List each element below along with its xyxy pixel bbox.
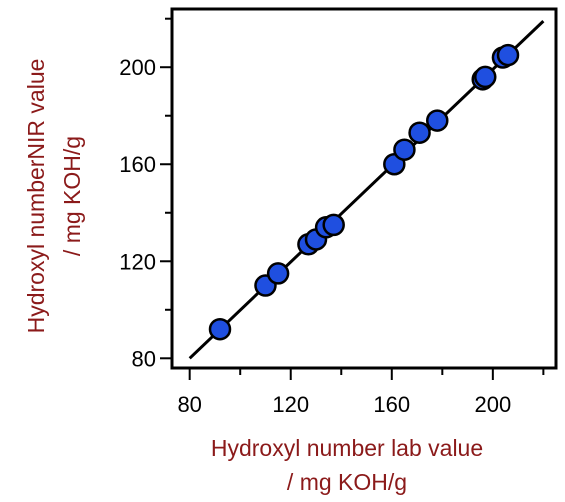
data-point [266, 262, 290, 285]
data-point [208, 317, 232, 341]
x-axis-title-line2: / mg KOH/g [287, 469, 407, 495]
data-point [393, 138, 416, 161]
x-tick-label: 120 [272, 392, 309, 417]
data-point [474, 65, 497, 89]
y-tick-label: 120 [119, 249, 156, 274]
y-axis-title-line2: / mg KOH/g [59, 136, 85, 256]
x-tick-label: 160 [373, 392, 410, 417]
data-points [208, 43, 520, 341]
y-axis-title-line1: Hydroxyl numberNIR value [23, 59, 49, 334]
y-tick-label: 160 [119, 152, 156, 177]
y-tick-label: 80 [132, 346, 156, 371]
x-tick-label: 200 [474, 392, 511, 417]
plot-frame [170, 7, 558, 370]
data-point [426, 109, 449, 132]
x-axis-ticks: 80 120 160 200 [177, 368, 545, 417]
data-point [496, 43, 520, 67]
x-tick-label: 80 [177, 392, 201, 417]
y-tick-label: 200 [119, 55, 156, 80]
x-axis-title-line1: Hydroxyl number lab value [211, 435, 483, 461]
data-point [322, 213, 345, 237]
data-point [408, 121, 431, 144]
y-axis-ticks: 80 120 160 200 [119, 17, 172, 371]
